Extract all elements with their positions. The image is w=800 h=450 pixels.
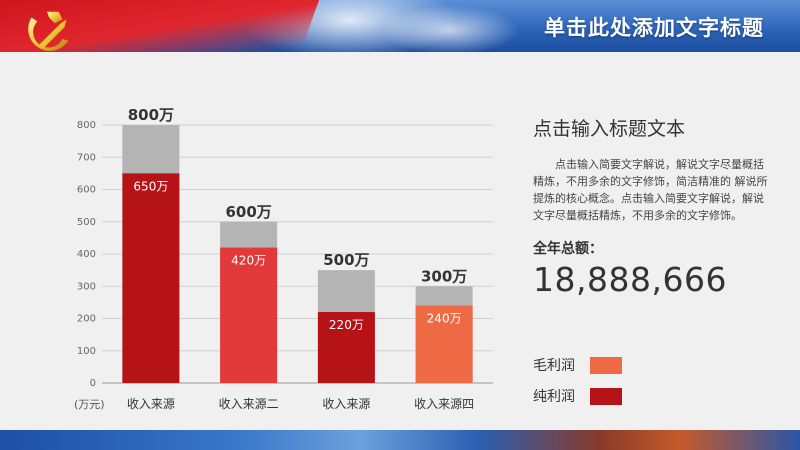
bar-top-label: 600万 bbox=[225, 203, 271, 221]
legend-label: 纯利润 bbox=[533, 389, 575, 405]
legend: 毛利润 纯利润 bbox=[533, 355, 622, 417]
x-tick-label: 收入来源 bbox=[322, 397, 370, 411]
y-tick-label: 800 bbox=[77, 120, 96, 131]
bar-inner-label: 220万 bbox=[329, 318, 364, 332]
y-tick-label: 700 bbox=[77, 152, 96, 163]
bar-top-label: 800万 bbox=[128, 106, 174, 124]
x-tick-label: 收入来源二 bbox=[219, 397, 279, 411]
bar-inner-label: 650万 bbox=[133, 179, 168, 193]
total-label: 全年总额： bbox=[533, 241, 603, 257]
legend-item-gross: 毛利润 bbox=[533, 355, 622, 375]
y-tick-label: 400 bbox=[77, 249, 96, 260]
legend-swatch bbox=[590, 387, 622, 405]
y-tick-label: 200 bbox=[77, 314, 96, 325]
y-unit-label: (万元) bbox=[74, 398, 105, 411]
bar-top-label: 500万 bbox=[323, 251, 369, 269]
side-panel: 点击输入标题文本 点击输入简要文字解说，解说文字尽量概括精炼，不用多余的文字修饰… bbox=[533, 114, 783, 299]
x-tick-label: 收入来源 bbox=[127, 397, 175, 411]
x-tick-label: 收入来源四 bbox=[414, 397, 474, 411]
bar-inner-label: 240万 bbox=[427, 312, 462, 326]
bar-top-label: 300万 bbox=[421, 267, 467, 285]
bar-net bbox=[415, 305, 473, 383]
side-title[interactable]: 点击输入标题文本 bbox=[533, 118, 686, 140]
y-tick-label: 600 bbox=[77, 185, 96, 196]
legend-label: 毛利润 bbox=[533, 358, 575, 374]
y-tick-label: 0 bbox=[90, 378, 96, 389]
page-title[interactable]: 单击此处添加文字标题 bbox=[544, 16, 764, 40]
cloud-decoration bbox=[380, 5, 520, 52]
bar-net bbox=[122, 173, 180, 383]
bar-inner-label: 420万 bbox=[231, 254, 266, 268]
bar-net bbox=[317, 312, 375, 383]
side-body-text[interactable]: 点击输入简要文字解说，解说文字尽量概括精炼，不用多余的文字修饰，简洁精准的 解说… bbox=[533, 158, 768, 222]
bar-net bbox=[220, 247, 278, 383]
total-value: 18,888,666 bbox=[533, 260, 727, 299]
footer-banner bbox=[0, 430, 800, 450]
header-banner: 单击此处添加文字标题 bbox=[0, 0, 800, 52]
party-emblem-icon bbox=[28, 11, 69, 51]
y-tick-label: 300 bbox=[77, 281, 96, 292]
legend-item-net: 纯利润 bbox=[533, 386, 622, 406]
y-tick-label: 100 bbox=[77, 346, 96, 357]
legend-swatch bbox=[590, 356, 622, 374]
y-tick-label: 500 bbox=[77, 217, 96, 228]
